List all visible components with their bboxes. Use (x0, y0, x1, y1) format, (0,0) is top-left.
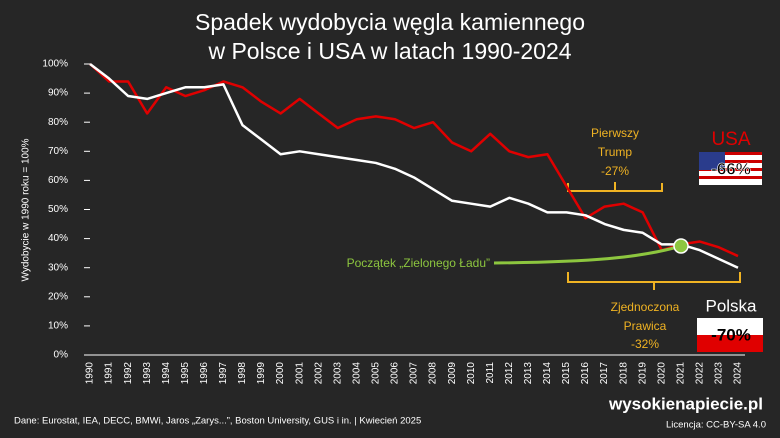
x-tick-label: 2015 (561, 362, 572, 385)
x-tick-label: 1991 (104, 362, 115, 385)
x-tick-label: 2003 (332, 362, 343, 385)
x-tick-label: 2008 (428, 362, 439, 385)
y-tick-label: 60% (48, 175, 68, 186)
annotation: Początek „Zielonego Ładu” (347, 256, 490, 270)
x-tick-label: 2018 (618, 362, 629, 385)
x-tick-label: 2002 (313, 362, 324, 385)
x-tick-label: 2001 (294, 362, 305, 385)
y-axis-label: Wydobycie w 1990 roku = 100% (21, 138, 32, 281)
chart-title: w Polsce i USA w latach 1990-2024 (207, 38, 571, 64)
x-tick-label: 2019 (637, 362, 648, 385)
x-tick-label: 1997 (218, 362, 229, 385)
x-tick-label: 1992 (123, 362, 134, 385)
y-tick-label: 40% (48, 233, 68, 244)
x-tick-label: 2007 (409, 362, 420, 385)
green-curve (493, 244, 682, 265)
annotation: Pierwszy (591, 126, 639, 140)
x-tick-label: 2013 (523, 362, 534, 385)
line (89, 63, 739, 258)
x-tick-label: 2023 (714, 362, 725, 385)
chart-title: Spadek wydobycia węgla kamiennego (195, 9, 585, 35)
x-tick-label: 2004 (351, 362, 362, 385)
x-tick-label: 2014 (542, 362, 553, 385)
y-tick-label: 30% (48, 262, 68, 273)
line (89, 63, 739, 269)
legend-label: Polska (705, 296, 757, 315)
x-tick-label: 2000 (275, 362, 286, 385)
pl-flag (697, 318, 763, 352)
license: Licencja: CC-BY-SA 4.0 (666, 420, 766, 431)
x-tick-label: 2024 (733, 362, 744, 385)
y-tick-label: 20% (48, 291, 68, 302)
x-tick-label: 1990 (85, 362, 96, 385)
y-tick-label: 90% (48, 88, 68, 99)
x-tick-label: 2020 (656, 362, 667, 385)
x-tick-label: 2022 (695, 362, 706, 385)
x-tick-label: 1995 (180, 362, 191, 385)
annotation: Zjednoczona (611, 300, 680, 314)
annotation: -32% (631, 337, 659, 351)
annotation: -27% (601, 164, 629, 178)
value-label: -70% (711, 325, 751, 344)
x-tick-label: 2012 (504, 362, 515, 385)
y-tick-label: 100% (42, 59, 68, 70)
legend-label: USA (711, 129, 750, 150)
source: Dane: Eurostat, IEA, DECC, BMWi, Jaros „… (14, 416, 421, 427)
brand: wysokienapiecie.pl (608, 394, 763, 413)
value-label: -66% (711, 159, 751, 178)
x-tick-label: 2006 (390, 362, 401, 385)
annotation: Prawica (624, 319, 667, 333)
x-tick-label: 2021 (675, 362, 686, 385)
y-tick-label: 80% (48, 117, 68, 128)
us-flag (699, 152, 762, 185)
y-tick-label: 0% (54, 350, 69, 361)
x-tick-label: 1996 (199, 362, 210, 385)
x-tick-label: 2009 (447, 362, 458, 385)
green-dot (673, 238, 689, 254)
x-tick-label: 1998 (237, 362, 248, 385)
bracket (567, 272, 741, 290)
x-tick-label: 2010 (466, 362, 477, 385)
x-tick-label: 1999 (256, 362, 267, 385)
y-tick-label: 10% (48, 321, 68, 332)
y-tick-label: 70% (48, 146, 68, 157)
annotation: Trump (598, 145, 633, 159)
x-tick-label: 2017 (599, 362, 610, 385)
y-tick-label: 50% (48, 204, 68, 215)
x-tick-label: 2011 (485, 362, 496, 384)
x-tick-label: 2016 (580, 362, 591, 385)
x-tick-label: 2005 (371, 362, 382, 385)
x-tick-label: 1993 (142, 362, 153, 385)
x-tick-label: 1994 (161, 362, 172, 385)
